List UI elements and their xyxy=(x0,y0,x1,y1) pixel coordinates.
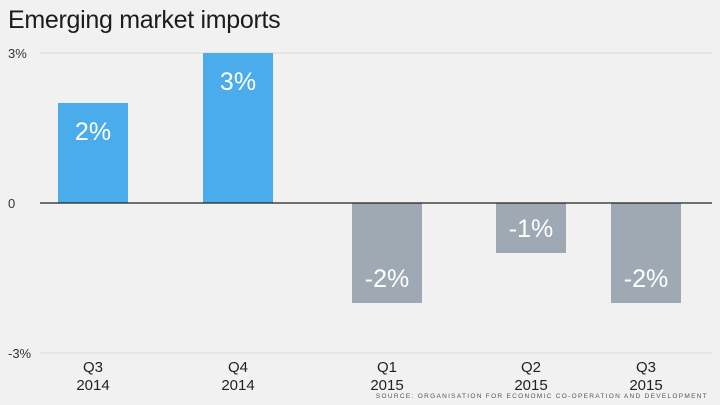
x-tick-label: 2015 xyxy=(629,377,662,394)
source-note: Source: Organisation for Economic Co-ope… xyxy=(375,393,708,400)
bar xyxy=(352,203,422,303)
bars xyxy=(58,53,681,303)
chart-title: Emerging market imports xyxy=(8,6,281,34)
data-label: -1% xyxy=(509,215,553,243)
labels: 3%0-3%2%Q320143%Q42014-2%Q12015-1%Q22015… xyxy=(8,46,668,394)
x-tick-label: Q4 xyxy=(228,359,248,376)
x-tick-label: 2015 xyxy=(514,377,547,394)
y-tick-label: -3% xyxy=(8,346,32,361)
bar xyxy=(611,203,681,303)
y-tick-label: 0 xyxy=(8,196,15,211)
x-tick-label: 2015 xyxy=(370,377,403,394)
x-tick-label: 2014 xyxy=(76,377,109,394)
y-tick-label: 3% xyxy=(8,46,27,61)
bar xyxy=(496,203,566,253)
data-label: 2% xyxy=(75,118,111,146)
data-label: -2% xyxy=(624,265,668,293)
bar xyxy=(203,53,273,203)
data-label: 3% xyxy=(220,68,256,96)
x-tick-label: Q2 xyxy=(521,359,541,376)
data-label: -2% xyxy=(365,265,409,293)
grid-lines xyxy=(40,52,712,354)
x-tick-label: Q3 xyxy=(636,359,656,376)
x-tick-label: Q3 xyxy=(83,359,103,376)
x-tick-label: Q1 xyxy=(377,359,397,376)
bar xyxy=(58,103,128,203)
x-tick-label: 2014 xyxy=(221,377,254,394)
